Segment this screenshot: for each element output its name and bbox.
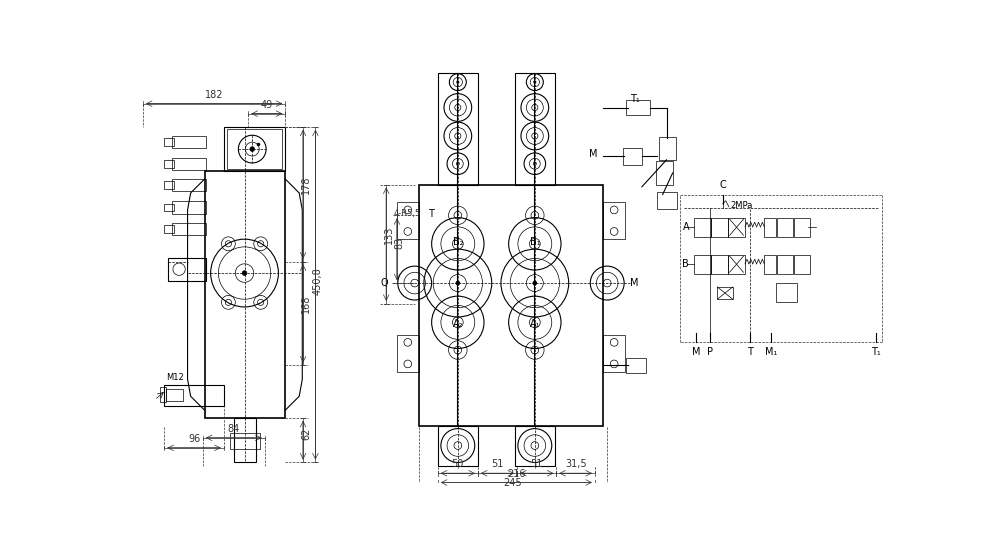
Bar [172, 136, 206, 148]
Bar [227, 129, 282, 169]
Text: 84: 84 [228, 424, 240, 434]
Bar [160, 387, 166, 402]
Bar [717, 287, 733, 299]
Text: 216: 216 [507, 469, 526, 478]
Bar [164, 138, 174, 146]
Bar [711, 255, 728, 274]
Bar [764, 255, 776, 274]
Text: 49: 49 [261, 100, 273, 110]
Circle shape [533, 281, 537, 286]
Bar [657, 192, 677, 209]
Bar [794, 218, 810, 237]
Text: 182: 182 [205, 90, 223, 100]
Bar [659, 137, 676, 160]
Bar [166, 389, 183, 401]
Bar [626, 358, 646, 373]
Bar [694, 255, 711, 274]
Text: B₁: B₁ [530, 237, 540, 247]
Bar [172, 201, 206, 214]
Bar [777, 218, 793, 237]
Bar [515, 426, 555, 465]
Circle shape [250, 147, 255, 151]
Bar [224, 127, 285, 172]
Bar [794, 255, 810, 274]
Bar [230, 433, 260, 449]
Bar [656, 161, 673, 185]
Bar [172, 157, 206, 170]
Text: T: T [428, 209, 434, 219]
Bar [164, 384, 224, 406]
Bar [623, 148, 642, 165]
Bar [164, 181, 174, 189]
Text: T₁: T₁ [630, 93, 639, 104]
Text: 133: 133 [384, 226, 394, 244]
Bar [172, 223, 206, 235]
Text: 2MPa: 2MPa [730, 201, 753, 210]
Bar [626, 100, 650, 115]
Bar [515, 73, 555, 185]
Text: A: A [682, 222, 689, 232]
Bar [419, 185, 603, 426]
Circle shape [533, 80, 536, 84]
Bar [711, 218, 728, 237]
Text: 51: 51 [491, 459, 504, 469]
Text: A₁: A₁ [530, 319, 540, 329]
Text: 96: 96 [188, 434, 200, 444]
Bar [164, 160, 174, 168]
Bar [234, 418, 256, 463]
Bar [205, 172, 285, 418]
Bar [728, 255, 745, 274]
Text: 245: 245 [504, 478, 522, 488]
Bar [172, 179, 206, 192]
Bar [764, 218, 776, 237]
Bar [397, 202, 419, 239]
Bar [438, 426, 478, 465]
Text: T₁: T₁ [871, 347, 881, 357]
Circle shape [456, 281, 460, 286]
Bar [603, 202, 625, 239]
Text: P: P [707, 347, 713, 357]
Text: C: C [719, 180, 726, 190]
Text: Q: Q [380, 278, 388, 288]
Bar [776, 283, 797, 302]
Bar [694, 218, 711, 237]
Bar [164, 204, 174, 211]
Text: 62: 62 [301, 428, 311, 440]
Bar [603, 334, 625, 371]
Text: 450,8: 450,8 [313, 267, 323, 295]
Text: 168: 168 [301, 295, 311, 313]
Bar [397, 334, 419, 371]
Bar [168, 258, 206, 281]
Text: T: T [747, 347, 753, 357]
Text: M: M [630, 278, 639, 288]
Text: M: M [590, 149, 598, 159]
Text: 31,5: 31,5 [565, 459, 586, 469]
Bar [164, 225, 174, 233]
Bar [728, 218, 745, 237]
Text: 83: 83 [394, 237, 404, 249]
Circle shape [456, 80, 459, 84]
Text: B₂: B₂ [453, 237, 463, 247]
Text: 178: 178 [301, 175, 311, 194]
Circle shape [242, 271, 247, 275]
Text: M12: M12 [166, 374, 184, 382]
Text: 4-R5,5: 4-R5,5 [393, 209, 420, 218]
Bar [438, 73, 478, 185]
Text: B: B [682, 259, 689, 269]
Text: M: M [692, 347, 700, 357]
Text: 51: 51 [531, 459, 543, 469]
Text: 50: 50 [452, 459, 464, 469]
Text: M₁: M₁ [765, 347, 777, 357]
Bar [777, 255, 793, 274]
Text: A₂: A₂ [453, 319, 463, 329]
